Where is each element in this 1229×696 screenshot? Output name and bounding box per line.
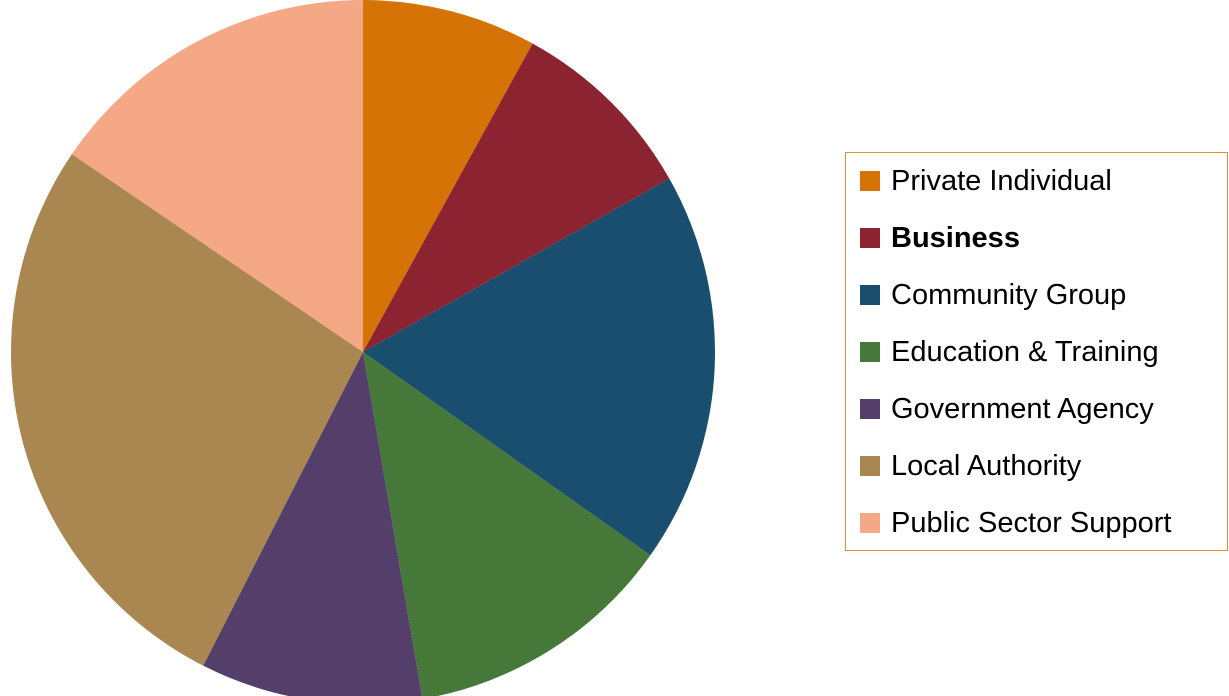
pie-slice-public-sector-support xyxy=(71,0,364,352)
legend-swatch xyxy=(860,285,880,305)
legend-item: Private Individual xyxy=(860,161,1112,201)
legend-swatch xyxy=(860,399,880,419)
legend-swatch xyxy=(860,342,880,362)
pie-slice-business xyxy=(363,43,670,352)
pie-slice-private-individual xyxy=(363,0,533,352)
legend-label: Government Agency xyxy=(891,393,1154,425)
legend-item: Business xyxy=(860,218,1020,258)
legend-item: Public Sector Support xyxy=(860,503,1171,543)
pie-slice-government-agency xyxy=(203,352,422,696)
legend-label: Private Individual xyxy=(891,165,1112,197)
legend-item: Local Authority xyxy=(860,446,1081,486)
legend-swatch xyxy=(860,513,880,533)
chart-legend: Private Individual Business Community Grou… xyxy=(845,152,1228,551)
legend-swatch xyxy=(860,171,880,191)
legend-label: Education & Training xyxy=(891,336,1159,368)
legend-swatch xyxy=(860,456,880,476)
legend-swatch xyxy=(860,228,880,248)
legend-item: Government Agency xyxy=(860,389,1154,429)
legend-item: Community Group xyxy=(860,275,1126,315)
pie-slice-community-group xyxy=(363,178,715,556)
pie-slice-education-training xyxy=(363,352,651,696)
legend-item: Education & Training xyxy=(860,332,1159,372)
legend-label: Local Authority xyxy=(891,450,1082,482)
legend-label: Public Sector Support xyxy=(891,507,1172,539)
pie-chart xyxy=(11,0,715,696)
pie-slice-local-authority xyxy=(11,154,363,666)
legend-label: Community Group xyxy=(891,279,1127,311)
legend-label: Business xyxy=(891,222,1020,254)
